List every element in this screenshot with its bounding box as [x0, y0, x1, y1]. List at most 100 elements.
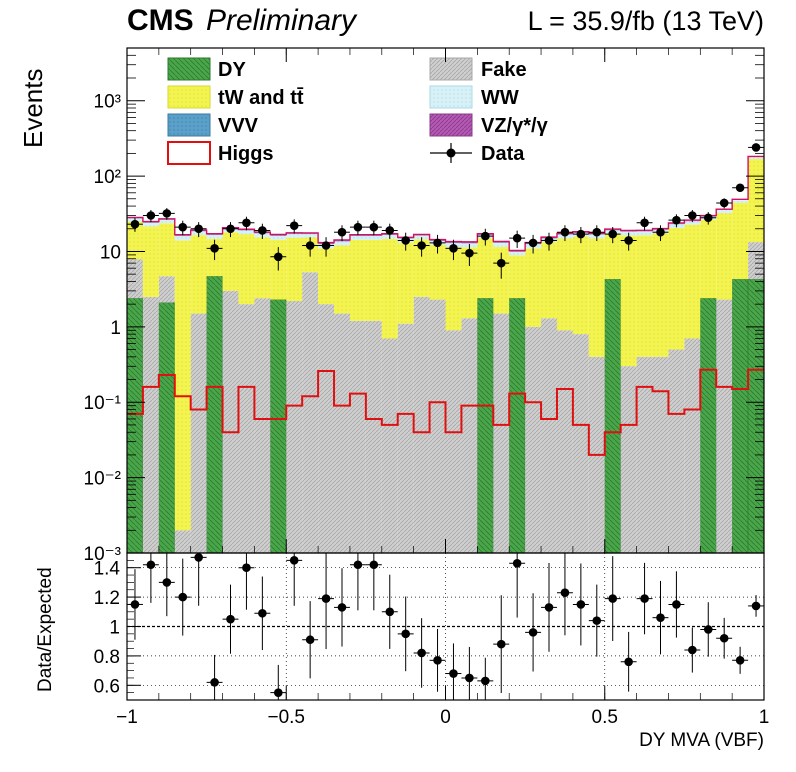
bar-fake-21 — [461, 318, 478, 553]
ytick-label-1: 10⁻² — [84, 469, 122, 490]
bar-top-32 — [636, 235, 653, 357]
ratio-point-9 — [273, 688, 283, 697]
ytick-label-5: 10² — [94, 167, 121, 188]
xtick-label-4: 1 — [759, 707, 770, 728]
bar-dy-24 — [508, 297, 526, 554]
ratio-point-4 — [194, 553, 203, 562]
bar-ww-23 — [493, 242, 510, 247]
ratio-point-8 — [258, 608, 267, 618]
legend-entry-vz: VZ/γ*/γ — [429, 113, 549, 137]
y-axis-title-ratio: Data/Expected — [35, 567, 56, 692]
ratio-ytick-label-4: 1.4 — [94, 559, 121, 580]
legend-swatch-fake — [429, 57, 473, 81]
bar-dy-30 — [604, 278, 621, 554]
bar-top-4 — [190, 235, 207, 314]
bar-fake-3 — [174, 530, 191, 553]
data-point-24 — [512, 233, 522, 243]
bar-fake-0 — [127, 259, 143, 299]
ratio-point-11 — [305, 635, 315, 645]
data-point-32 — [640, 218, 649, 228]
total-expected-line — [127, 155, 764, 252]
ytick-label-3: 1 — [110, 318, 121, 339]
bar-top-36 — [700, 219, 717, 299]
data-point-26 — [544, 236, 554, 245]
bar-ww-2 — [158, 219, 175, 224]
legend-swatch-ww — [429, 85, 473, 109]
y-axis-ratio: 0.6 0.8 1 1.2 1.4 — [94, 559, 141, 697]
data-point-10 — [289, 221, 299, 230]
bar-top-6 — [222, 232, 239, 291]
bar-top-39 — [748, 159, 764, 243]
ratio-point-33 — [656, 613, 665, 622]
data-point-5 — [210, 244, 219, 253]
bar-top-38 — [732, 202, 749, 280]
bar-ww-5 — [206, 235, 223, 239]
data-point-2 — [162, 209, 172, 218]
bar-top-26 — [541, 242, 557, 319]
ratio-point-5 — [210, 678, 219, 687]
legend-label-fake: Fake — [481, 59, 527, 81]
bar-dy-9 — [270, 299, 287, 554]
data-points — [127, 143, 764, 279]
ratio-point-34 — [672, 600, 681, 609]
ratio-point-28 — [576, 600, 586, 609]
bar-top-33 — [652, 233, 669, 357]
ratio-point-37 — [719, 633, 729, 643]
data-point-21 — [465, 248, 474, 258]
bar-ww-11 — [302, 234, 319, 238]
bar-dy-22 — [477, 297, 494, 554]
xtick-label-2: 0 — [440, 707, 451, 728]
legend-entry-vvv: VVV — [167, 113, 259, 137]
bar-fake-10 — [286, 301, 303, 553]
ratio-ytick-label-2: 1 — [109, 618, 120, 639]
bar-ww-32 — [636, 231, 653, 236]
data-point-3 — [178, 222, 188, 232]
bar-ww-13 — [334, 241, 350, 246]
bar-fake-33 — [652, 356, 669, 553]
ratio-point-19 — [433, 656, 442, 665]
data-point-0 — [130, 219, 140, 229]
bar-fake-35 — [684, 338, 701, 553]
ratio-point-39 — [751, 601, 761, 611]
data-point-6 — [226, 224, 235, 234]
bar-fake-12 — [318, 304, 335, 553]
lumi-label: L = 35.9/fb (13 TeV) — [528, 6, 764, 36]
ratio-point-3 — [178, 592, 188, 602]
bar-top-1 — [142, 226, 159, 297]
bar-fake-1 — [142, 296, 159, 553]
data-point-17 — [401, 236, 410, 245]
bar-ww-24 — [509, 251, 526, 256]
ytick-label-6: 10³ — [94, 92, 121, 113]
bar-fake-31 — [620, 366, 637, 553]
bar-top-31 — [620, 235, 637, 367]
ratio-point-15 — [369, 560, 379, 570]
data-point-23 — [496, 258, 506, 268]
legend-entry-higgs: Higgs — [167, 141, 274, 165]
bar-ww-37 — [716, 210, 733, 214]
data-point-18 — [417, 241, 426, 250]
bar-top-28 — [572, 236, 589, 335]
legend: DY tW and tt̄ VVV Higgs Fake WW VZ/γ*/γ — [167, 57, 549, 165]
ratio-ytick-label-0: 0.6 — [94, 676, 120, 697]
bar-top-27 — [556, 238, 573, 331]
bar-top-30 — [604, 233, 621, 280]
data-point-15 — [369, 222, 379, 232]
ratio-point-25 — [528, 628, 538, 637]
bar-ww-15 — [365, 236, 382, 240]
data-point-27 — [560, 227, 570, 237]
data-point-16 — [385, 226, 395, 235]
higgs-line — [127, 368, 764, 456]
bar-fake-26 — [541, 318, 557, 553]
ratio-point-29 — [592, 616, 602, 625]
ratio-ytick-label-1: 0.8 — [94, 647, 120, 668]
ratio-point-23 — [496, 639, 506, 649]
bar-ww-3 — [174, 236, 191, 241]
data-point-20 — [449, 244, 458, 253]
legend-swatch-vz — [429, 113, 473, 137]
data-point-34 — [672, 215, 681, 225]
data-point-31 — [624, 236, 633, 245]
legend-entry-data: Data — [430, 143, 525, 165]
bar-fake-13 — [334, 313, 350, 553]
bar-ww-1 — [142, 222, 159, 227]
